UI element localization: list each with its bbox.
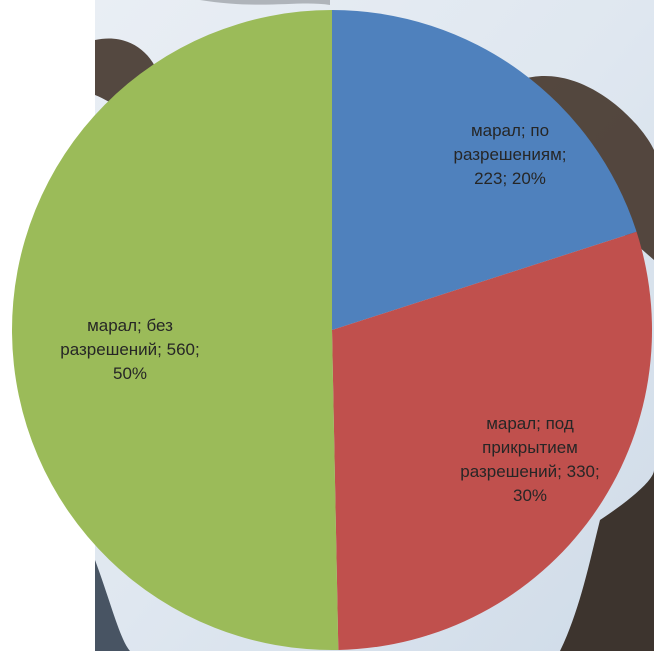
pie-slice [332,10,637,330]
data-label: марал; без разрешений; 560; 50% [60,316,200,383]
data-label: марал; под прикрытием разрешений; 330; 3… [460,414,600,505]
pie-slice [12,10,339,650]
data-label: марал; по разрешениям; 223; 20% [453,121,567,188]
pie-slice [332,231,652,650]
